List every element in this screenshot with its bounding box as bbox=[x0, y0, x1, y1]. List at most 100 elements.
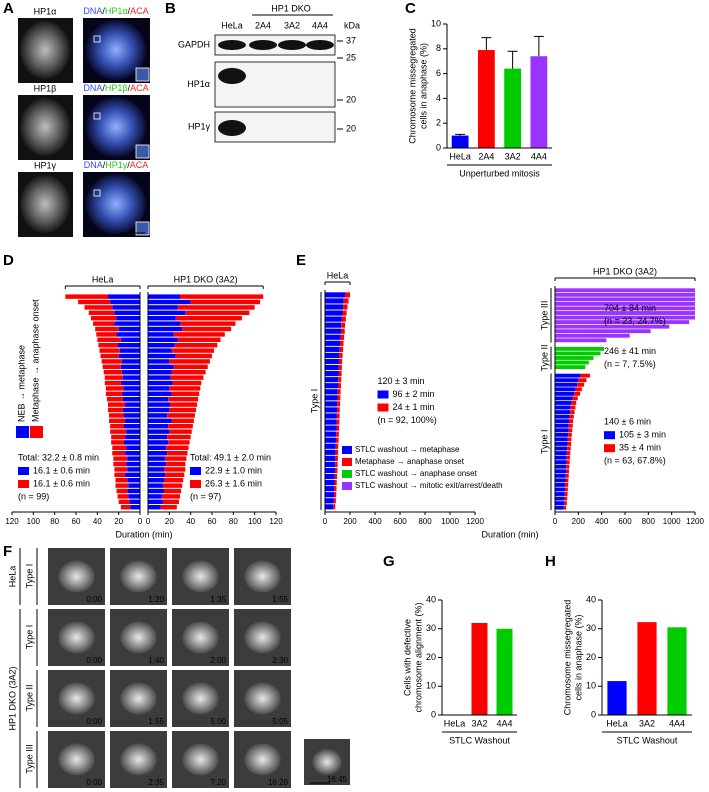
bar-segment bbox=[325, 480, 335, 486]
bar-segment bbox=[563, 505, 567, 510]
bar-segment bbox=[126, 461, 140, 467]
timestamp: 5:05 bbox=[272, 717, 288, 726]
cell bbox=[58, 560, 95, 593]
stat-text: 16.1 ± 0.6 min bbox=[33, 478, 90, 488]
bar-segment bbox=[335, 443, 339, 449]
bar-segment bbox=[566, 460, 570, 465]
stat-text: 22.9 ± 1.0 min bbox=[205, 465, 262, 475]
bar-segment bbox=[175, 353, 212, 359]
bar-segment bbox=[170, 375, 204, 380]
bar-segment bbox=[148, 407, 170, 413]
y-tick-label: 30 bbox=[426, 623, 436, 633]
x-axis-label: Duration (min) bbox=[115, 529, 172, 539]
bar-segment bbox=[343, 298, 349, 304]
bar-segment bbox=[117, 494, 129, 499]
timestamp: 2:00 bbox=[210, 656, 226, 665]
bar-segment bbox=[325, 431, 337, 437]
bar-segment bbox=[171, 370, 206, 375]
bar-segment bbox=[171, 348, 215, 353]
bar-segment bbox=[117, 343, 140, 348]
bar-segment bbox=[555, 478, 566, 483]
bar-segment bbox=[566, 464, 570, 469]
bar-segment bbox=[336, 425, 340, 431]
merge-label-part: DNA bbox=[83, 83, 102, 93]
stat-text: (n = 92, 100%) bbox=[378, 415, 437, 425]
x-tick-label: 80 bbox=[50, 517, 59, 526]
blot-label: HP1γ bbox=[188, 121, 211, 131]
bar-segment bbox=[110, 299, 140, 305]
legend-swatch bbox=[342, 470, 352, 478]
bar-segment bbox=[148, 386, 170, 391]
bar-segment bbox=[325, 358, 339, 365]
inset bbox=[135, 144, 150, 159]
timestamp: 1:55 bbox=[148, 717, 164, 726]
group-label: Type II bbox=[539, 345, 549, 372]
timestamp: 5:00 bbox=[210, 717, 226, 726]
bar-segment bbox=[125, 434, 140, 440]
bar-segment bbox=[148, 375, 171, 380]
bar-segment bbox=[335, 455, 338, 461]
stat-swatch bbox=[190, 480, 201, 488]
bar-segment bbox=[125, 418, 140, 424]
blot-label: HP1α bbox=[187, 79, 210, 89]
bar-segment bbox=[325, 498, 334, 504]
bar-segment bbox=[555, 382, 578, 387]
bar-segment bbox=[325, 437, 336, 443]
bar-segment bbox=[566, 451, 571, 455]
bar-segment bbox=[325, 346, 340, 352]
bar-segment bbox=[128, 483, 140, 488]
timestamp: 0:00 bbox=[86, 656, 102, 665]
stat-text: (n = 7, 7.5%) bbox=[604, 359, 656, 369]
bar bbox=[607, 681, 627, 715]
bar-segment bbox=[84, 305, 113, 310]
bar-segment bbox=[177, 305, 255, 310]
cell bbox=[120, 682, 157, 715]
bar-segment bbox=[555, 419, 569, 424]
bar-segment bbox=[127, 456, 140, 461]
timestamp: 0:00 bbox=[86, 717, 102, 726]
bar-segment bbox=[120, 505, 131, 510]
x-tick-label: HeLa bbox=[606, 718, 628, 728]
stat-text: Total: 49.1 ± 2.0 min bbox=[190, 452, 271, 462]
panel-letter: E bbox=[296, 252, 306, 269]
bar-segment bbox=[567, 442, 572, 446]
bar-segment bbox=[148, 494, 162, 499]
panel-letter: C bbox=[405, 0, 416, 17]
bar-segment bbox=[148, 499, 163, 505]
bar-segment bbox=[325, 443, 336, 449]
bar-segment bbox=[555, 324, 670, 329]
stat-text: Total: 32.2 ± 0.8 min bbox=[18, 452, 99, 462]
band bbox=[306, 40, 334, 50]
bar-segment bbox=[148, 299, 191, 305]
bar-segment bbox=[564, 496, 568, 501]
bar-segment bbox=[122, 407, 140, 413]
merge-label-part: HP1α bbox=[105, 6, 128, 16]
x-tick-label: 2A4 bbox=[478, 151, 494, 161]
bar-segment bbox=[565, 469, 569, 474]
merge-label-part: / bbox=[128, 6, 131, 16]
y-tick-label: 40 bbox=[426, 594, 436, 604]
bar-segment bbox=[325, 419, 337, 425]
bar-segment bbox=[148, 451, 168, 456]
bar-segment bbox=[169, 386, 201, 391]
bar-segment bbox=[148, 321, 180, 326]
x-tick-label: 120 bbox=[5, 517, 19, 526]
y-axis-label: Cells with defective bbox=[402, 619, 412, 696]
y-axis-label: Chromosome missegregated bbox=[407, 28, 417, 144]
bar-segment bbox=[555, 442, 568, 446]
legend-label: Metaphase → anaphase onset bbox=[355, 457, 465, 466]
legend-label: NEB → metaphase bbox=[16, 345, 26, 422]
bar-segment bbox=[97, 337, 121, 343]
stat-text: 26.3 ± 1.6 min bbox=[205, 478, 262, 488]
bar-segment bbox=[148, 359, 170, 364]
x-tick-label: 1000 bbox=[441, 517, 459, 526]
cell bbox=[244, 682, 281, 715]
x-tick-label: 3A2 bbox=[639, 718, 655, 728]
bar-segment bbox=[124, 413, 140, 418]
bar-segment bbox=[104, 375, 123, 380]
bar-segment bbox=[95, 326, 119, 332]
bar-segment bbox=[325, 298, 344, 304]
bar-segment bbox=[112, 305, 140, 310]
group-label: HP1 DKO bbox=[271, 3, 311, 13]
bar bbox=[496, 628, 513, 715]
